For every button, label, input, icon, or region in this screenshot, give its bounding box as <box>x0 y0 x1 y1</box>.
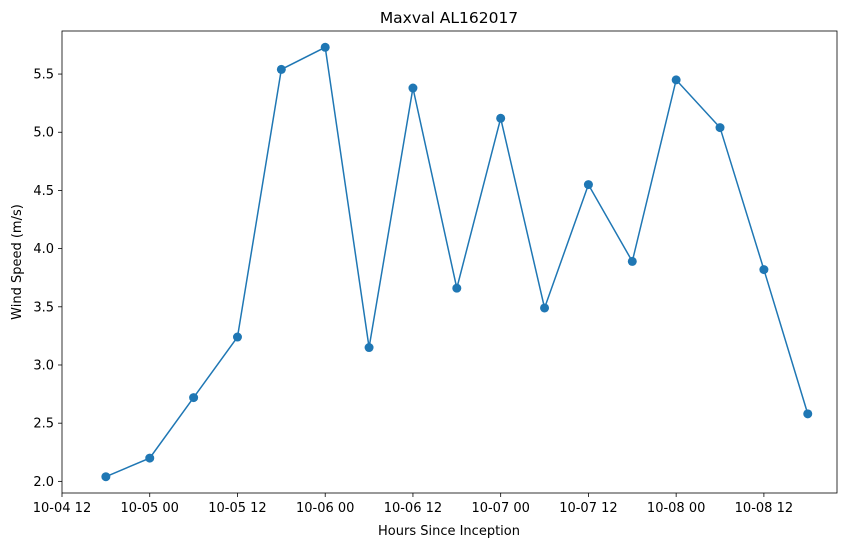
data-point <box>540 303 550 313</box>
y-tick-label: 4.0 <box>33 242 54 257</box>
data-point <box>408 83 418 93</box>
y-tick-label: 2.0 <box>33 475 54 490</box>
data-point <box>101 472 111 482</box>
y-tick-label: 3.5 <box>33 300 54 315</box>
data-point <box>452 283 462 293</box>
data-point <box>189 393 199 403</box>
x-axis-ticks: 10-04 12 10-05 00 10-05 12 10-06 00 10-06 12… <box>33 493 793 516</box>
data-point <box>232 332 242 342</box>
y-tick-label: 3.0 <box>33 358 54 373</box>
y-axis-ticks: 2.0 2.5 3.0 3.5 4.0 4.5 5.0 5.5 <box>33 68 62 490</box>
y-tick-label: 4.5 <box>33 184 54 199</box>
data-point <box>320 42 330 52</box>
chart-title: Maxval AL162017 <box>380 9 518 27</box>
x-tick-label: 10-08 00 <box>647 501 705 516</box>
data-point <box>364 343 374 353</box>
x-tick-label: 10-08 12 <box>735 501 793 516</box>
x-tick-label: 10-06 00 <box>296 501 354 516</box>
data-point <box>715 123 725 133</box>
data-point <box>583 180 593 190</box>
data-point <box>759 265 769 275</box>
data-point <box>276 64 286 74</box>
y-axis-label: Wind Speed (m/s) <box>10 204 25 320</box>
data-point <box>803 409 813 419</box>
y-tick-label: 2.5 <box>33 417 54 432</box>
data-point <box>627 256 637 266</box>
series-markers <box>101 42 813 482</box>
x-tick-label: 10-07 12 <box>559 501 617 516</box>
x-tick-label: 10-04 12 <box>33 501 91 516</box>
data-point <box>671 75 681 85</box>
x-axis-label: Hours Since Inception <box>378 524 520 539</box>
x-tick-label: 10-05 00 <box>121 501 179 516</box>
x-tick-label: 10-07 00 <box>471 501 529 516</box>
data-point <box>145 453 155 463</box>
x-tick-label: 10-05 12 <box>208 501 266 516</box>
y-tick-label: 5.0 <box>33 126 54 141</box>
x-tick-label: 10-06 12 <box>384 501 442 516</box>
plot-area <box>62 31 837 493</box>
y-tick-label: 5.5 <box>33 68 54 83</box>
plot-frame <box>61 30 838 494</box>
data-point <box>496 113 506 123</box>
